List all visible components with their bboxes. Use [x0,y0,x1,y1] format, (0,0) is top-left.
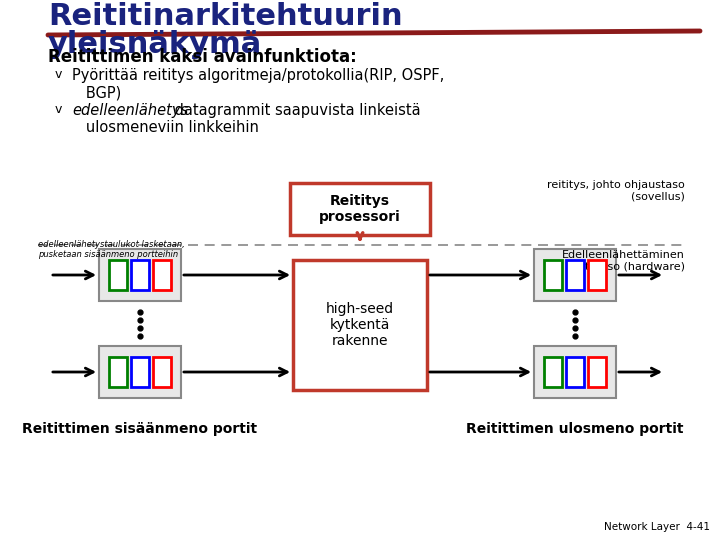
Text: Edelleenlähettäminen
datataso (hardware): Edelleenlähettäminen datataso (hardware) [562,250,685,272]
Bar [99,249,181,301]
Text: v: v [55,103,63,116]
Text: Network Layer  4-41: Network Layer 4-41 [604,522,710,532]
Text: Reitittimen sisäänmeno portit: Reitittimen sisäänmeno portit [22,422,258,436]
Bar [566,357,584,387]
Bar [109,357,127,387]
Bar [99,346,181,398]
Text: edelleenlähetys: edelleenlähetys [72,103,188,118]
Bar [534,249,616,301]
Text: ulosmeneviin linkkeihin: ulosmeneviin linkkeihin [72,120,259,135]
Text: v: v [55,68,63,81]
Bar [153,357,171,387]
Text: Pyörittää reititys algoritmeja/protokollia(RIP, OSPF,: Pyörittää reititys algoritmeja/protokoll… [72,68,444,83]
Bar [290,183,430,235]
Bar [534,346,616,398]
Bar [588,260,606,290]
Text: yleisnäkymä: yleisnäkymä [48,30,262,59]
Text: datagrammit saapuvista linkeistä: datagrammit saapuvista linkeistä [170,103,420,118]
Bar [566,260,584,290]
Bar [131,357,149,387]
Bar [131,260,149,290]
Text: Reitittimen ulosmeno portit: Reitittimen ulosmeno portit [467,422,684,436]
Bar [153,260,171,290]
Bar [109,260,127,290]
Bar [588,357,606,387]
Text: Reititys
prosessori: Reititys prosessori [319,194,401,224]
Text: Reititinarkitehtuurin: Reititinarkitehtuurin [48,2,402,31]
Text: reititys, johto ohjaustaso
(sovellus): reititys, johto ohjaustaso (sovellus) [547,180,685,201]
Text: high-seed
kytkentä
rakenne: high-seed kytkentä rakenne [326,302,394,348]
Text: Reitittimen kaksi avainfunktiota:: Reitittimen kaksi avainfunktiota: [48,48,356,66]
Text: BGP): BGP) [72,85,121,100]
Text: edelleenlähetystaulukot lasketaan,
pusketaan sisäänmeno portteihin: edelleenlähetystaulukot lasketaan, puske… [38,240,185,259]
Bar [293,260,427,390]
Bar [544,357,562,387]
Bar [544,260,562,290]
